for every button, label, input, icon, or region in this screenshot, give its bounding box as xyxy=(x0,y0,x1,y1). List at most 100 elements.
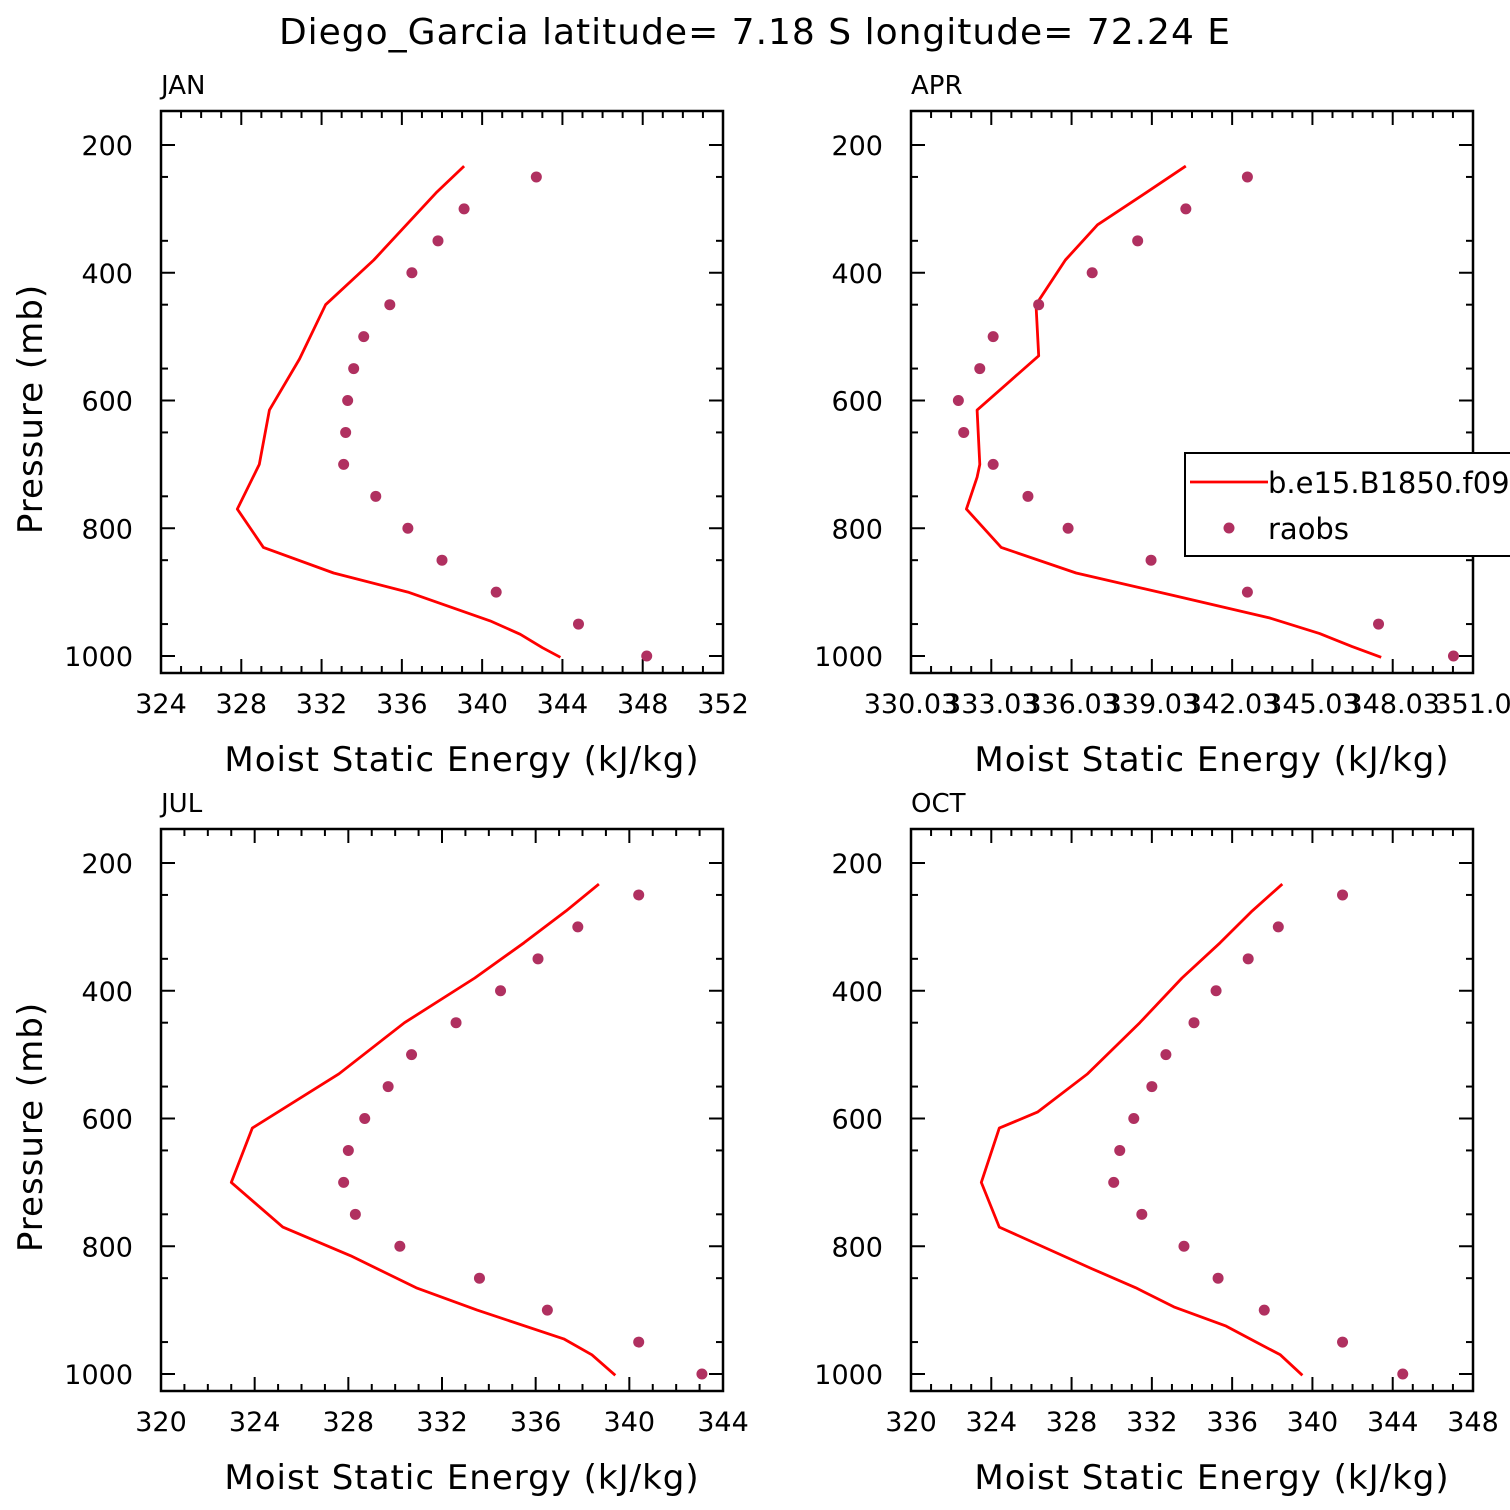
y-tick-label: 600 xyxy=(81,387,133,418)
raobs-point xyxy=(436,554,448,566)
raobs-point xyxy=(370,490,382,502)
y-tick-label: 600 xyxy=(81,1105,133,1136)
raobs-point xyxy=(1178,1240,1190,1252)
raobs-point xyxy=(349,1208,361,1220)
y-tick-label: 400 xyxy=(81,977,133,1008)
y-tick-label: 800 xyxy=(81,514,133,545)
raobs-point xyxy=(402,522,414,534)
x-tick-label: 345.03 xyxy=(1265,689,1359,720)
y-axis-label-jul: Pressure (mb) xyxy=(11,1002,51,1252)
x-tick-label: 339.03 xyxy=(1105,689,1199,720)
x-tick-label: 351.0 xyxy=(1434,689,1510,720)
raobs-point xyxy=(394,1240,406,1252)
x-tick-label: 333.03 xyxy=(944,689,1038,720)
raobs-point xyxy=(633,889,645,901)
y-tick-label: 1000 xyxy=(814,642,883,673)
raobs-point xyxy=(1258,1304,1270,1316)
x-axis-label-oct: Moist Static Energy (kJ/kg) xyxy=(974,1458,1449,1498)
raobs-point xyxy=(382,1081,394,1093)
raobs-point xyxy=(572,618,584,630)
y-tick-label: 200 xyxy=(81,849,133,880)
raobs-point xyxy=(532,953,544,965)
raobs-point xyxy=(987,331,999,343)
x-tick-label: 344 xyxy=(537,689,589,720)
x-tick-label: 330.03 xyxy=(864,689,958,720)
panels: JAN 324 328 332 336 340 344 348 352 200 400 600 800 1… xyxy=(11,71,1510,1498)
x-tick-label: 340 xyxy=(604,1407,656,1438)
x-tick-label: 324 xyxy=(135,689,187,720)
model-line-jan xyxy=(235,165,562,659)
x-axis-label-jul: Moist Static Energy (kJ/kg) xyxy=(224,1458,699,1498)
panel-oct: OCT 320 324 328 332 336 340 344 348 200 400 600 800 1… xyxy=(814,789,1498,1498)
y-tick-label: 1000 xyxy=(814,1360,883,1391)
raobs-point xyxy=(1114,1144,1126,1156)
raobs-point xyxy=(1397,1368,1409,1380)
raobs-point xyxy=(338,458,350,470)
raobs-point xyxy=(340,426,352,438)
x-tick-label: 328 xyxy=(1046,1407,1098,1438)
x-tick-label: 340 xyxy=(456,689,508,720)
raobs-point xyxy=(952,395,964,406)
y-tick-label: 400 xyxy=(831,259,883,290)
raobs-point xyxy=(406,1049,418,1061)
raobs-point xyxy=(541,1304,553,1316)
panel-label-jul: JUL xyxy=(159,789,203,819)
raobs-point xyxy=(1136,1208,1148,1220)
raobs-point xyxy=(1022,490,1034,502)
raobs-point xyxy=(1373,618,1385,630)
x-tick-label: 352 xyxy=(697,689,749,720)
x-axis-label-apr: Moist Static Energy (kJ/kg) xyxy=(974,740,1449,780)
raobs-point xyxy=(432,235,444,247)
raobs-point xyxy=(1272,921,1284,933)
raobs-point xyxy=(1447,650,1459,662)
y-tick-label: 200 xyxy=(831,131,883,162)
model-line-jul xyxy=(229,883,617,1377)
legend-box xyxy=(1184,452,1510,557)
raobs-point xyxy=(1212,1272,1224,1284)
x-tick-label: 328 xyxy=(323,1407,375,1438)
raobs-point xyxy=(958,426,970,438)
panel-label-apr: APR xyxy=(911,71,963,101)
y-tick-label: 800 xyxy=(831,1232,883,1263)
panel-label-jan: JAN xyxy=(159,71,205,101)
x-tick-label: 332 xyxy=(416,1407,468,1438)
raobs-point xyxy=(1188,1017,1200,1029)
y-tick-label: 600 xyxy=(831,1105,883,1136)
y-tick-label: 400 xyxy=(831,977,883,1008)
model-line-apr xyxy=(965,164,1382,659)
y-tick-label: 800 xyxy=(831,514,883,545)
x-tick-label: 320 xyxy=(885,1407,937,1438)
raobs-point xyxy=(406,267,418,279)
raobs-point xyxy=(1180,203,1192,215)
x-tick-label: 332 xyxy=(296,689,348,720)
legend-obs-label: raobs xyxy=(1268,512,1349,546)
raobs-point xyxy=(1108,1176,1120,1188)
y-tick-label: 1000 xyxy=(64,642,133,673)
raobs-point xyxy=(1337,889,1349,901)
x-tick-label: 342.03 xyxy=(1185,689,1279,720)
plot-frame-jul xyxy=(159,827,725,1393)
raobs-point xyxy=(1241,171,1253,183)
x-tick-label: 348 xyxy=(1447,1407,1499,1438)
x-tick-label: 340 xyxy=(1287,1407,1339,1438)
raobs-point xyxy=(358,331,370,343)
x-tick-label: 336 xyxy=(376,689,428,720)
y-axis-label-jan: Pressure (mb) xyxy=(11,284,51,534)
raobs-point xyxy=(1062,522,1074,534)
x-tick-label: 336.03 xyxy=(1024,689,1118,720)
raobs-point xyxy=(450,1017,462,1029)
raobs-point xyxy=(348,363,360,375)
figure-title: Diego_Garcia latitude= 7.18 S longitude=… xyxy=(279,12,1231,53)
model-line-oct xyxy=(979,883,1304,1377)
y-tick-label: 1000 xyxy=(64,1360,133,1391)
raobs-point xyxy=(1033,299,1045,311)
raobs-point xyxy=(1242,953,1254,965)
panel-jan: JAN 324 328 332 336 340 344 348 352 200 400 600 800 1… xyxy=(11,71,749,780)
x-tick-label: 344 xyxy=(697,1407,749,1438)
raobs-point xyxy=(572,921,584,933)
raobs-point xyxy=(1145,554,1157,566)
plot-frame-jan xyxy=(159,109,725,675)
legend: b.e15.B1850.f09 raobs xyxy=(1184,452,1510,557)
